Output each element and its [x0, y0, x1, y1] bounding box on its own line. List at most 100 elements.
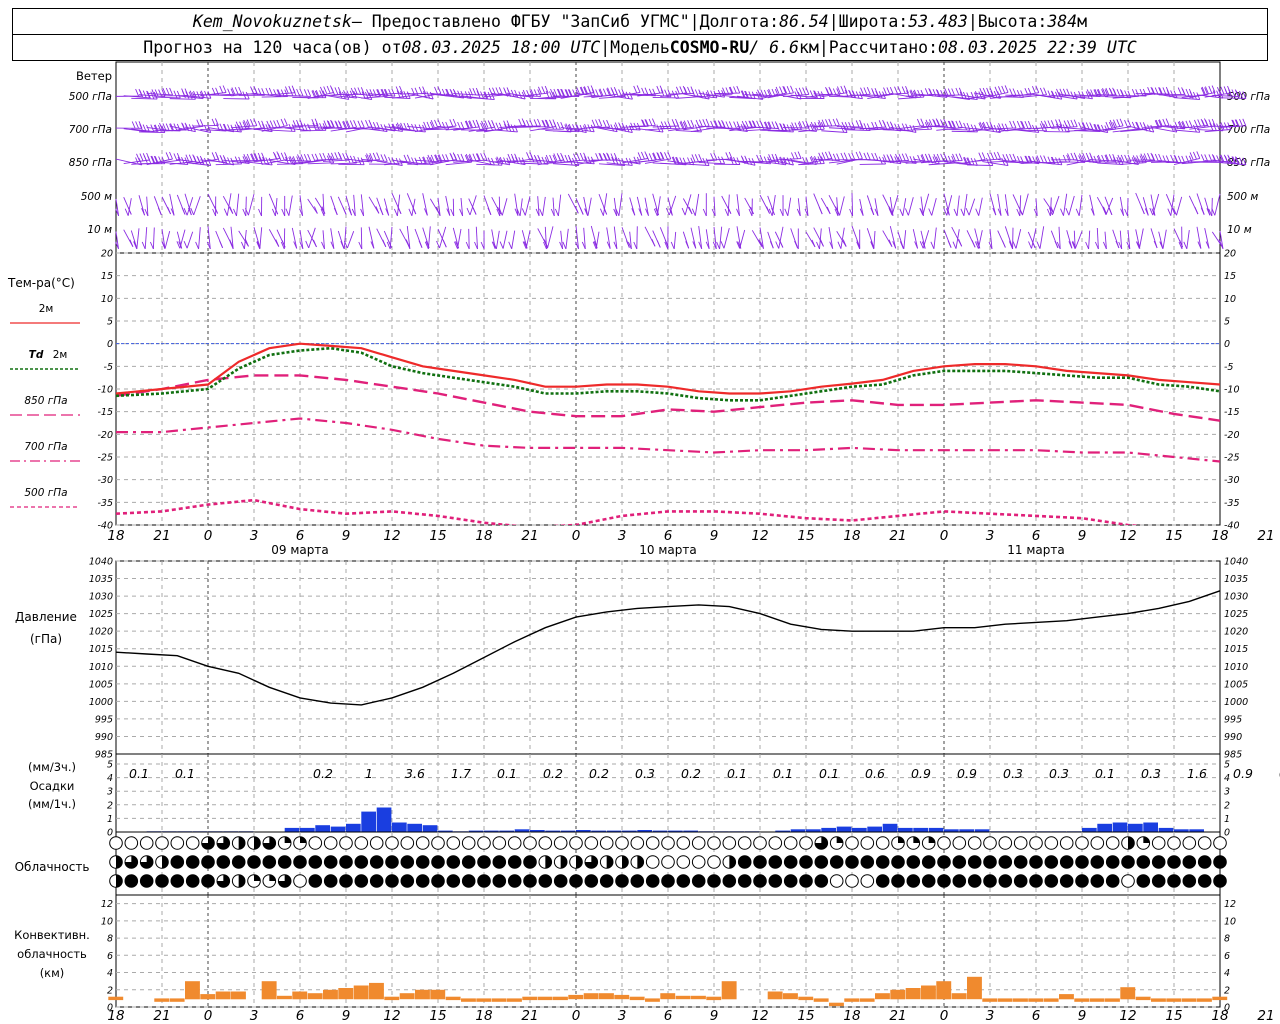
wind-barb-feather	[1094, 241, 1099, 250]
wind-barb-feather	[195, 241, 200, 250]
wind-barb-feather	[665, 207, 670, 216]
wind-barb	[974, 128, 1001, 134]
cloud-cover-symbol	[1182, 855, 1197, 869]
wind-barb-feather	[818, 119, 823, 128]
wind-barb-feather	[535, 208, 540, 217]
cloud-panel: Облачность	[15, 831, 1227, 896]
wind-barb-feather	[1113, 89, 1118, 97]
wind-barb-feather	[874, 152, 879, 161]
wind-barb-feather	[516, 208, 521, 217]
wind-barb-feather	[981, 122, 986, 131]
cloud-cover-symbol	[875, 874, 890, 888]
wind-barb-feather	[143, 155, 148, 163]
wind-barb-feather	[760, 241, 764, 249]
legend-label: 700 гПа	[24, 441, 67, 453]
cloud-cover-symbol	[308, 836, 323, 850]
wind-barb-feather	[545, 90, 550, 99]
wind-barb	[943, 128, 971, 131]
wind-barb-feather	[1102, 207, 1107, 215]
cloud-cover-symbol	[308, 855, 323, 869]
convective-hour-label: 12	[751, 1008, 768, 1024]
wind-barb-feather	[1201, 86, 1206, 95]
wind-barb	[439, 226, 447, 249]
wind-barb	[729, 96, 756, 100]
cloud-cover-symbol	[323, 874, 338, 888]
wind-barb-feather	[1112, 119, 1117, 127]
series-t-2m	[116, 342, 1220, 395]
wind-barb-feather	[251, 153, 255, 161]
wind-barb-feather	[1239, 90, 1243, 99]
convective-hour-label: 21	[889, 1008, 906, 1024]
wind-barb	[698, 225, 703, 249]
wind-barb	[200, 128, 227, 132]
precipitation-bar	[606, 830, 622, 832]
wind-barb	[936, 94, 963, 97]
wind-barb-feather	[253, 118, 258, 126]
wind-barb-feather	[142, 90, 147, 98]
cloud-cover-symbol	[952, 836, 967, 850]
wind-barb-feather	[1004, 85, 1009, 93]
precipitation-3h-sum: 0.3	[1141, 766, 1161, 781]
wind-barb-feather	[167, 206, 172, 215]
wind-barb-feather	[1127, 119, 1132, 127]
wind-barb-feather	[1200, 87, 1205, 95]
wind-barb-feather	[1212, 90, 1217, 98]
wind-barb-feather	[249, 119, 254, 127]
convective-bar	[829, 1002, 844, 1007]
wind-barb-feather	[614, 89, 619, 97]
wind-barb-feather	[681, 207, 686, 216]
wind-barb-feather	[659, 85, 664, 93]
wind-barb-feather	[1124, 154, 1129, 163]
wind-barb-feather	[1239, 157, 1243, 165]
precipitation-bar	[392, 822, 407, 832]
wind-barb-feather	[1201, 120, 1206, 128]
cloud-cover-symbol	[1029, 874, 1043, 888]
wind-barb-feather	[1001, 123, 1006, 131]
wind-barb-feather	[1205, 241, 1210, 249]
wind-barb-feather	[312, 122, 317, 130]
convective-hour-label: 21	[521, 1008, 538, 1024]
wind-barb	[552, 197, 555, 217]
precipitation-bar	[530, 830, 545, 832]
wind-barb-feather	[266, 120, 271, 129]
wind-barb-feather	[542, 120, 547, 128]
cloud-cover-symbol	[538, 836, 553, 850]
wind-barb-feather	[610, 124, 615, 132]
wind-barb-feather	[176, 153, 181, 161]
wind-barb-feather	[890, 156, 895, 164]
wind-barb	[238, 230, 249, 247]
cloud-cover-fill	[1128, 836, 1135, 850]
wind-barb-feather	[1016, 90, 1021, 98]
wind-barb	[1219, 230, 1224, 249]
wind-barb-feather	[660, 152, 665, 160]
wind-barb-feather	[418, 240, 423, 248]
cloud-cover-symbol	[415, 836, 430, 850]
wind-barb-feather	[798, 121, 803, 129]
wind-barb-feather	[450, 154, 455, 162]
wind-barb	[907, 197, 914, 216]
wind-barb-feather	[920, 118, 925, 126]
wind-barb-feather	[640, 151, 645, 160]
wind-barb-feather	[383, 154, 388, 162]
wind-barb-feather	[1177, 155, 1182, 163]
wind-barb-feather	[333, 207, 338, 216]
wind-barb-feather	[1232, 156, 1237, 164]
temperature-hour-label: 9	[710, 528, 719, 544]
wind-barb-feather	[805, 87, 810, 95]
wind-barb	[207, 226, 211, 249]
cloud-cover-symbol	[185, 855, 200, 869]
wind-barb-feather	[530, 154, 535, 163]
wind-barb-feather	[1094, 123, 1099, 132]
cloud-cover-fill	[1143, 836, 1150, 843]
precipitation-bar	[959, 829, 974, 832]
wind-barb	[430, 125, 457, 130]
wind-barb	[1135, 229, 1141, 249]
wind-barb	[123, 95, 150, 99]
precipitation-bar	[882, 823, 898, 832]
pressure-unit: (гПа)	[30, 632, 62, 646]
wind-barb	[396, 194, 401, 216]
temperature-tick-left: -25	[97, 453, 113, 464]
wind-barb-feather	[782, 123, 787, 131]
